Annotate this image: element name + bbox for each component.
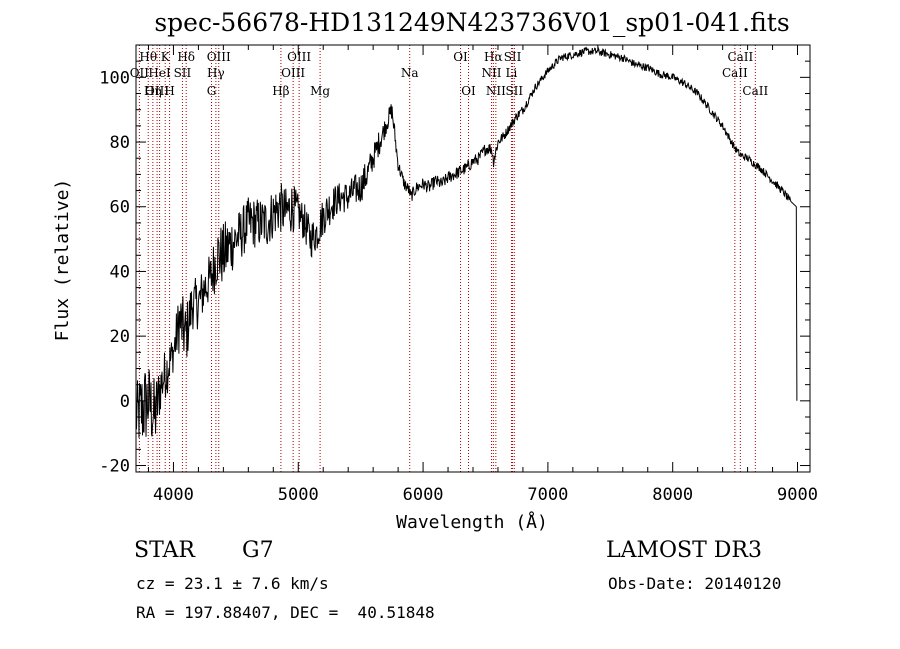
- line-label: H: [164, 84, 174, 98]
- spectral-subclass: G7: [242, 538, 274, 563]
- y-tick-label: 100: [99, 68, 130, 88]
- line-label: OIII: [287, 50, 311, 64]
- x-tick-label: 5000: [278, 485, 319, 505]
- line-label: Hδ: [177, 50, 195, 64]
- line-label: Hα: [484, 50, 503, 64]
- line-label: Hγ: [207, 66, 225, 80]
- y-tick-label: 20: [110, 327, 130, 347]
- line-label: CaII: [727, 50, 753, 64]
- x-axis-label: Wavelength (Å): [396, 511, 548, 533]
- line-label: OIII: [207, 50, 231, 64]
- line-label: Hη: [144, 84, 162, 98]
- line-label: Na: [401, 66, 419, 80]
- y-tick-label: -20: [99, 457, 130, 477]
- x-tick-label: 7000: [527, 485, 568, 505]
- line-label: HeI: [148, 66, 171, 80]
- line-label: OIII: [145, 84, 169, 98]
- y-tick-label: 0: [120, 392, 130, 412]
- line-label: SII: [174, 66, 192, 80]
- line-label: SII: [504, 50, 522, 64]
- line-label: K: [161, 50, 171, 64]
- coordinates: RA = 197.88407, DEC = 40.51848: [136, 603, 435, 622]
- chart-title: spec-56678-HD131249N423736V01_sp01-041.f…: [154, 8, 789, 37]
- line-label: OI: [453, 50, 468, 64]
- line-label: Hβ: [272, 84, 289, 98]
- y-tick-label: 80: [110, 133, 130, 153]
- line-label: NII: [486, 84, 506, 98]
- y-tick-label: 60: [110, 198, 130, 218]
- line-label: CaII: [722, 66, 748, 80]
- line-label: NII: [481, 66, 501, 80]
- line-label: Li: [506, 66, 518, 80]
- line-label: SII: [505, 84, 523, 98]
- x-tick-label: 8000: [652, 485, 693, 505]
- x-tick-label: 6000: [403, 485, 444, 505]
- spectrum-flux-line: [135, 46, 798, 438]
- line-label: G: [207, 84, 217, 98]
- line-label: Hθ: [139, 50, 157, 64]
- line-label: OIII: [281, 66, 305, 80]
- line-label: OI: [461, 84, 476, 98]
- object-class: STAR: [134, 538, 195, 563]
- x-tick-label: 9000: [777, 485, 818, 505]
- line-label: OII: [130, 66, 150, 80]
- observation-date: Obs-Date: 20140120: [608, 574, 782, 593]
- survey-name: LAMOST DR3: [606, 538, 762, 563]
- line-label: CaII: [742, 84, 768, 98]
- line-label: Mg: [310, 84, 330, 98]
- y-axis-label: Flux (relative): [52, 179, 73, 342]
- redshift-velocity: cz = 23.1 ± 7.6 km/s: [136, 574, 329, 593]
- y-tick-label: 40: [110, 262, 130, 282]
- x-tick-label: 4000: [153, 485, 194, 505]
